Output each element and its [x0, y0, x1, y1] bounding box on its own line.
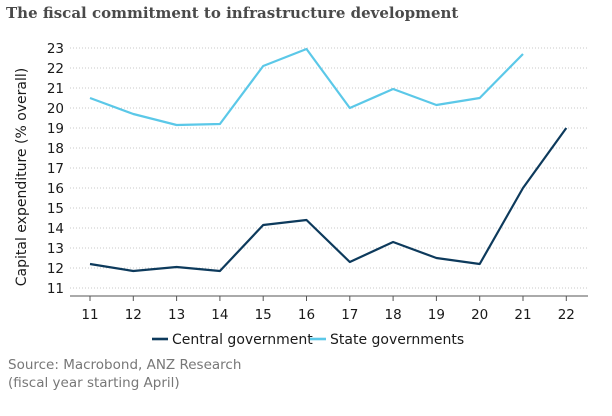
source-footnote: (fiscal year starting April): [8, 375, 180, 391]
x-tick-label: 14: [211, 307, 228, 323]
y-tick-label: 21: [47, 81, 64, 97]
x-tick-label: 19: [428, 307, 445, 323]
x-tick-label: 22: [558, 307, 575, 323]
y-axis: 11 12 13 14 15 16 17 18 19 20 21 22 23: [47, 41, 64, 297]
series-line-central: [89, 127, 568, 273]
series-line-state: [89, 47, 524, 127]
gridlines: [70, 47, 588, 289]
series-lines: [89, 47, 568, 273]
legend-label: Central government: [172, 332, 313, 348]
x-tick-label: 11: [81, 307, 98, 323]
y-tick-label: 19: [47, 121, 64, 137]
y-axis-label: Capital expenditure (% overall): [14, 68, 30, 286]
x-tick-label: 18: [385, 307, 402, 323]
y-tick-label: 14: [47, 221, 64, 237]
legend: Central government State governments: [152, 332, 464, 348]
x-tick-label: 16: [298, 307, 315, 323]
y-tick-label: 16: [47, 181, 64, 197]
source-line: Source: Macrobond, ANZ Research: [8, 357, 242, 373]
y-tick-label: 17: [47, 161, 64, 177]
y-tick-label: 11: [47, 281, 64, 297]
x-axis: 11 12 13 14 15 16 17 18 19 20 21 22: [70, 295, 588, 323]
x-tick-label: 13: [168, 307, 185, 323]
y-tick-label: 22: [47, 61, 64, 77]
x-tick-label: 17: [341, 307, 358, 323]
y-tick-label: 15: [47, 201, 64, 217]
y-tick-label: 12: [47, 261, 64, 277]
legend-label: State governments: [330, 332, 464, 348]
chart-title: The fiscal commitment to infrastructure …: [6, 4, 459, 22]
y-tick-label: 20: [47, 101, 64, 117]
x-tick-label: 20: [471, 307, 488, 323]
x-tick-label: 21: [514, 307, 531, 323]
y-tick-label: 13: [47, 241, 64, 257]
y-tick-label: 18: [47, 141, 64, 157]
x-tick-label: 12: [125, 307, 142, 323]
source-note: Source: Macrobond, ANZ Research (fiscal …: [8, 356, 241, 392]
x-tick-label: 15: [255, 307, 272, 323]
y-tick-label: 23: [47, 41, 64, 57]
